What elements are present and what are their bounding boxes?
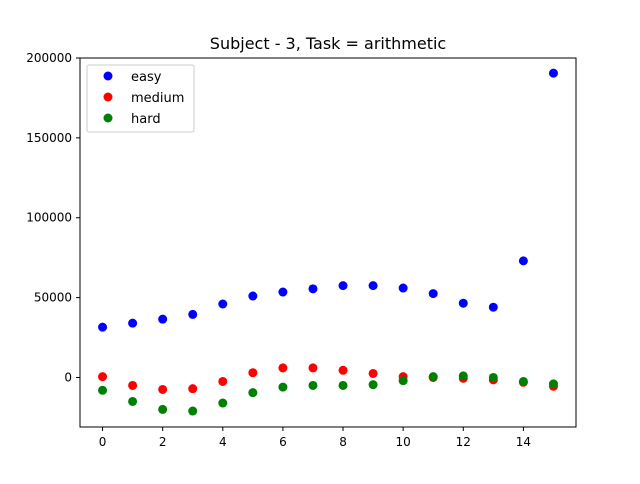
x-tick-label: 4 [219,435,227,449]
data-point-hard [218,398,228,408]
plot-area: 0 2 4 6 8 10 12 14 0 50000 100000 150000 200000 [26,51,577,449]
legend-marker-medium [103,92,113,102]
data-point-hard [188,406,198,416]
data-point-hard [128,396,138,406]
x-tick-label: 8 [339,435,347,449]
data-point-hard [488,372,498,382]
data-point-easy [488,302,498,312]
legend-label-easy: easy [131,70,162,85]
data-point-medium [128,380,138,390]
data-point-easy [248,291,258,301]
data-point-easy [158,314,168,324]
data-point-medium [158,384,168,394]
data-point-hard [428,372,438,382]
data-point-easy [368,281,378,291]
legend-marker-easy [103,71,113,81]
legend: easy medium hard [86,64,195,133]
data-point-hard [308,380,318,390]
data-point-easy [128,318,138,328]
data-point-medium [248,368,258,378]
data-point-easy [98,322,108,332]
chart-title: Subject - 3, Task = arithmetic [210,34,446,53]
data-point-hard [458,371,468,381]
data-point-hard [368,380,378,390]
data-point-hard [398,376,408,386]
data-point-easy [188,309,198,319]
legend-label-hard: hard [131,112,161,127]
y-tick-label: 100000 [26,211,72,225]
data-point-easy [548,68,558,78]
x-tick-label: 6 [279,435,287,449]
data-point-easy [308,284,318,294]
y-tick-label: 0 [64,370,72,384]
data-point-medium [188,384,198,394]
data-point-easy [428,289,438,299]
x-tick-label: 0 [99,435,107,449]
legend-label-medium: medium [131,91,184,106]
data-point-medium [308,363,318,373]
data-point-easy [518,256,528,266]
data-point-hard [518,376,528,386]
data-point-hard [278,382,288,392]
data-point-medium [218,376,228,386]
data-point-hard [98,385,108,395]
legend-marker-hard [103,113,113,123]
data-point-easy [218,299,228,309]
data-point-hard [248,388,258,398]
x-tick-label: 14 [516,435,531,449]
data-point-hard [158,404,168,414]
data-point-hard [338,380,348,390]
x-tick-label: 2 [159,435,167,449]
data-point-easy [278,287,288,297]
y-tick-label: 150000 [26,131,72,145]
data-point-medium [278,363,288,373]
data-point-easy [458,298,468,308]
data-point-medium [338,365,348,375]
x-tick-label: 10 [396,435,411,449]
y-tick-label: 200000 [26,51,72,65]
x-tick-label: 12 [456,435,471,449]
data-point-medium [98,372,108,382]
axes-frame [79,57,577,428]
data-point-easy [398,283,408,293]
data-point-easy [338,281,348,291]
data-point-medium [368,368,378,378]
legend-box [86,64,195,133]
y-tick-label: 50000 [34,291,72,305]
data-point-hard [548,379,558,389]
